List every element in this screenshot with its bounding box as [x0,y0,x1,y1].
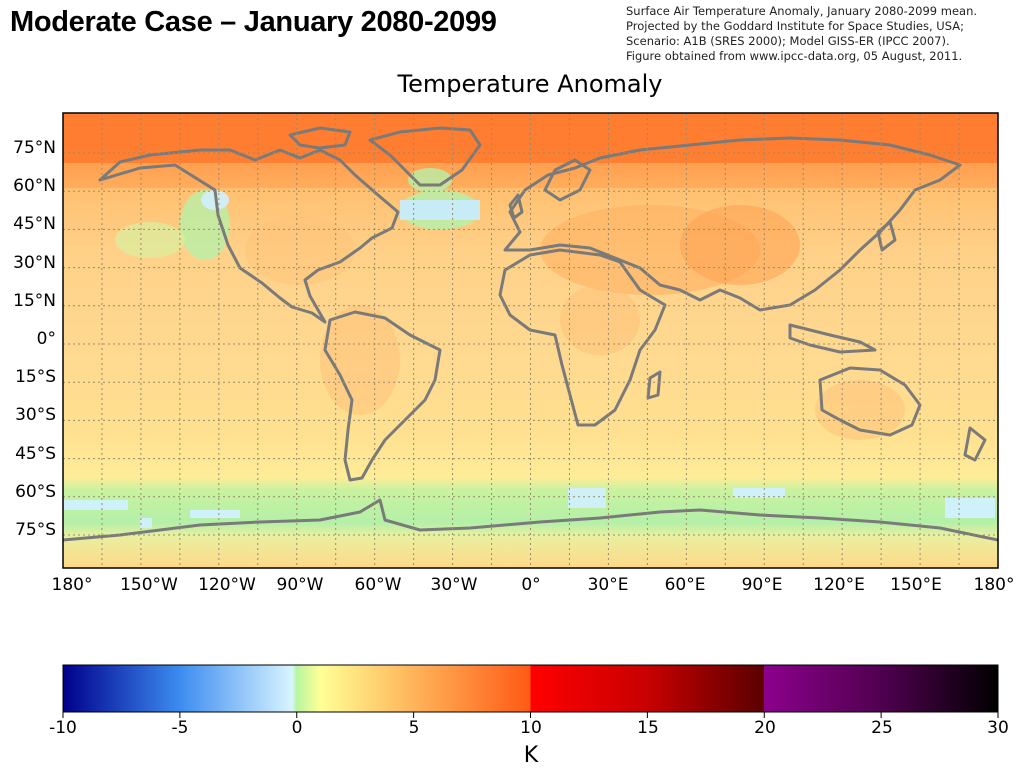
colorbar: -10 -5 0 5 10 15 20 25 30 K [49,664,1009,768]
graticule [63,113,998,568]
lon-label: 180° [52,575,93,595]
caption-line: Projected by the Goddard Institute for S… [626,19,964,33]
lon-label: 60°E [665,575,706,595]
lon-label: 150°W [120,575,178,595]
colorbar-tick-label: 10 [520,718,542,738]
lon-label: 0° [521,575,540,595]
lon-label: 120°W [198,575,256,595]
colorbar-tick-label: 0 [292,718,303,738]
map-title: Temperature Anomaly [397,70,663,98]
lat-label: 75°S [15,520,56,540]
longitude-axis: 180° 150°W 120°W 90°W 60°W 30°W 0° 30°E … [52,575,1015,595]
lat-label: 15°S [15,367,56,387]
caption-line: Scenario: A1B (SRES 2000); Model GISS-ER… [626,34,950,48]
map-frame [62,112,999,569]
lat-label: 45°N [13,214,56,234]
lon-label: 90°W [277,575,324,595]
caption-line: Surface Air Temperature Anomaly, January… [626,4,978,18]
lat-label: 0° [37,329,56,349]
lat-label: 15°N [13,291,56,311]
lon-label: 90°E [742,575,783,595]
colorbar-tick-label: 15 [637,718,659,738]
lon-label: 30°W [431,575,478,595]
colorbar-tick-label: 30 [987,718,1009,738]
coastlines [63,126,998,542]
lat-label: 30°S [15,405,56,425]
lat-label: 75°N [13,138,56,158]
colorbar-tick-label: 20 [754,718,776,738]
lon-label: 180° [974,575,1015,595]
lon-label: 60°W [355,575,402,595]
colorbar-tick-label: -10 [49,718,77,738]
colorbar-tick-label: -5 [172,718,189,738]
lon-label: 150°E [890,575,942,595]
lat-label: 30°N [13,253,56,273]
lat-label: 60°N [13,176,56,196]
latitude-axis: 75°N 60°N 45°N 30°N 15°N 0° 15°S 30°S 45… [13,138,56,540]
lon-label: 30°E [588,575,629,595]
lat-label: 45°S [15,444,56,464]
colorbar-ticks [62,712,999,718]
colorbar-tick-label: 25 [871,718,893,738]
slide-title: Moderate Case – January 2080-2099 [10,6,497,38]
colorbar-scale [62,664,999,713]
colorbar-tick-label: 5 [409,718,420,738]
lat-label: 60°S [15,482,56,502]
figure-caption: Surface Air Temperature Anomaly, January… [626,4,1022,64]
caption-line: Figure obtained from www.ipcc-data.org, … [626,49,963,63]
lon-label: 120°E [813,575,865,595]
colorbar-unit-label: K [524,743,539,768]
